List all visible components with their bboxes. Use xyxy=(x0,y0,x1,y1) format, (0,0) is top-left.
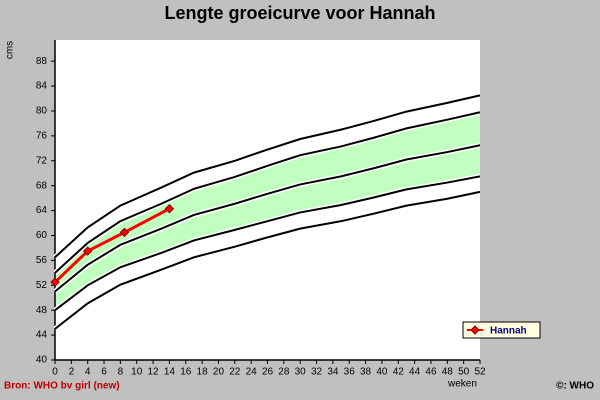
legend-label: Hannah xyxy=(490,326,527,337)
y-tick-label: 52 xyxy=(36,280,48,291)
band xyxy=(55,112,480,311)
data-point xyxy=(119,227,130,238)
x-tick-label: 20 xyxy=(213,367,225,378)
percentile-curve xyxy=(54,111,481,274)
y-tick-label: 64 xyxy=(36,205,48,216)
percentile-curve xyxy=(54,175,481,311)
y-tick-label: 48 xyxy=(36,305,48,316)
x-tick-label: 52 xyxy=(474,367,486,378)
y-tick-label: 44 xyxy=(36,330,48,341)
y-tick-label: 68 xyxy=(36,180,48,191)
data-line xyxy=(53,207,171,284)
y-tick-label: 76 xyxy=(36,131,48,142)
copyright: ©: WHO xyxy=(556,381,594,392)
x-tick-label: 40 xyxy=(376,367,388,378)
y-tick-label: 56 xyxy=(36,255,48,266)
x-tick-label: 10 xyxy=(131,367,143,378)
y-tick-label: 40 xyxy=(36,355,48,366)
x-tick-label: 6 xyxy=(101,367,107,378)
data-point xyxy=(50,277,60,287)
x-tick-label: 14 xyxy=(164,367,176,378)
data-point xyxy=(164,204,175,214)
x-tick-label: 2 xyxy=(69,367,75,378)
x-tick-label: 42 xyxy=(393,367,405,378)
x-tick-label: 46 xyxy=(425,367,437,378)
y-axis-label: cms xyxy=(5,41,16,59)
y-tick-label: 72 xyxy=(36,155,48,166)
legend-box xyxy=(462,321,541,339)
x-tick-label: 12 xyxy=(148,367,160,378)
source: Bron: WHO bv girl (new) xyxy=(4,381,120,392)
percentile-curve xyxy=(54,190,481,330)
x-tick-label: 28 xyxy=(278,367,290,378)
data-point xyxy=(82,246,93,256)
y-tick-label: 60 xyxy=(36,230,48,241)
x-tick-label: 34 xyxy=(327,367,339,378)
x-axis-label: weken xyxy=(447,379,477,390)
percentile-curve xyxy=(54,94,481,259)
x-tick-label: 32 xyxy=(311,367,323,378)
x-tick-label: 8 xyxy=(118,367,124,378)
x-tick-label: 44 xyxy=(409,367,421,378)
y-tick-label: 88 xyxy=(36,56,48,67)
x-tick-label: 50 xyxy=(458,367,470,378)
x-tick-label: 48 xyxy=(442,367,454,378)
legend-marker xyxy=(470,325,480,335)
percentile-curve xyxy=(54,144,481,293)
y-tick-label: 80 xyxy=(36,106,48,117)
x-tick-label: 22 xyxy=(229,367,241,378)
x-tick-label: 24 xyxy=(246,367,258,378)
chart-title: Lengte groeicurve voor Hannah xyxy=(164,3,435,23)
y-tick-label: 84 xyxy=(36,81,48,92)
x-tick-label: 16 xyxy=(180,367,192,378)
x-tick-label: 30 xyxy=(295,367,307,378)
x-tick-label: 4 xyxy=(85,367,91,378)
x-tick-label: 18 xyxy=(197,367,209,378)
x-tick-label: 38 xyxy=(360,367,372,378)
x-tick-label: 36 xyxy=(344,367,356,378)
x-tick-label: 26 xyxy=(262,367,274,378)
x-tick-label: 0 xyxy=(52,367,58,378)
